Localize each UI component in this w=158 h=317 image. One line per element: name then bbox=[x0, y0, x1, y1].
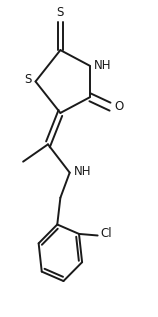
Text: S: S bbox=[57, 6, 64, 19]
Text: S: S bbox=[24, 74, 32, 87]
Text: NH: NH bbox=[74, 165, 91, 178]
Text: Cl: Cl bbox=[101, 227, 112, 240]
Text: NH: NH bbox=[94, 59, 111, 72]
Text: O: O bbox=[114, 100, 123, 113]
